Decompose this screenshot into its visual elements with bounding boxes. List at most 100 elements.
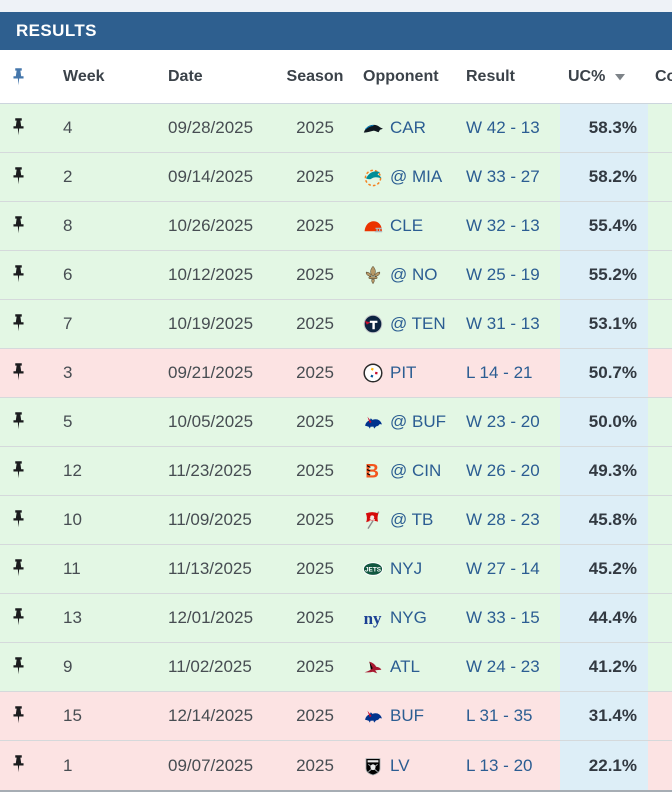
result-link[interactable]: W 42 - 13	[466, 118, 540, 137]
opponent-cell: @ BUF	[357, 398, 460, 446]
result-link[interactable]: W 24 - 23	[466, 657, 540, 676]
result-link[interactable]: W 32 - 13	[466, 216, 540, 235]
week-cell: 10	[63, 510, 82, 529]
uc-value: 41.2%	[560, 643, 648, 691]
pin-button[interactable]	[12, 215, 25, 238]
column-header-week[interactable]: Week	[63, 67, 105, 85]
week-cell: 15	[63, 706, 82, 725]
season-cell: 2025	[296, 216, 334, 235]
pin-button[interactable]	[12, 656, 25, 679]
uc-value: 55.2%	[560, 251, 648, 299]
opponent-link[interactable]: @ CIN	[390, 461, 442, 480]
column-header-co[interactable]: Co	[655, 67, 672, 85]
co-cell	[648, 692, 672, 740]
week-cell: 9	[63, 657, 73, 676]
result-link[interactable]: W 33 - 27	[466, 167, 540, 186]
week-cell: 2	[63, 167, 73, 186]
result-link[interactable]: W 31 - 13	[466, 314, 540, 333]
date-cell: 09/21/2025	[168, 363, 254, 382]
opponent-link[interactable]: LV	[390, 755, 410, 775]
season-cell: 2025	[296, 755, 334, 775]
pin-button[interactable]	[12, 117, 25, 140]
opponent-link[interactable]: CAR	[390, 118, 426, 137]
column-header-opponent[interactable]: Opponent	[363, 67, 439, 85]
table-row: 1 09/07/2025 2025 LV L 13 - 20 22.1%	[0, 741, 672, 790]
uc-value: 50.0%	[560, 398, 648, 446]
co-cell	[648, 349, 672, 397]
pin-button[interactable]	[12, 558, 25, 581]
pin-button[interactable]	[12, 460, 25, 483]
table-row: 15 12/14/2025 2025 BUF L 31 - 35 31.4%	[0, 692, 672, 741]
column-header-date[interactable]: Date	[168, 67, 203, 85]
uc-value: 44.4%	[560, 594, 648, 642]
dolphins-logo	[362, 166, 384, 188]
pin-button[interactable]	[12, 607, 25, 630]
result-link[interactable]: L 31 - 35	[466, 706, 533, 725]
season-cell: 2025	[296, 657, 334, 676]
table-row: 3 09/21/2025 2025 PIT L 14 - 21 50.7%	[0, 349, 672, 398]
saints-logo	[362, 264, 384, 286]
uc-value: 50.7%	[560, 349, 648, 397]
opponent-link[interactable]: @ BUF	[390, 412, 446, 431]
result-link[interactable]: L 14 - 21	[466, 363, 533, 382]
pin-icon	[12, 705, 25, 728]
result-link[interactable]: W 33 - 15	[466, 608, 540, 627]
opponent-link[interactable]: PIT	[390, 363, 417, 382]
pin-icon	[12, 117, 25, 140]
pin-icon	[12, 460, 25, 483]
co-cell	[648, 202, 672, 250]
svg-text:JETS: JETS	[365, 566, 382, 573]
week-cell: 4	[63, 118, 73, 137]
result-link[interactable]: L 13 - 20	[466, 755, 533, 775]
falcons-logo	[362, 656, 384, 678]
pin-button[interactable]	[12, 166, 25, 189]
co-cell	[648, 594, 672, 642]
header-pin-button[interactable]	[0, 50, 46, 103]
opponent-link[interactable]: CLE	[390, 216, 424, 235]
opponent-link[interactable]: NYG	[390, 608, 427, 627]
uc-value: 55.4%	[560, 202, 648, 250]
week-cell: 1	[63, 755, 73, 775]
results-table-body: 4 09/28/2025 2025 CAR W 42 - 13 58.3% 2 09/14/2…	[0, 104, 672, 792]
table-row: 12 11/23/2025 2025 B @ CIN W 26 - 20 49.3%	[0, 447, 672, 496]
pin-button[interactable]	[12, 362, 25, 385]
date-cell: 11/13/2025	[168, 559, 252, 578]
opponent-link[interactable]: @ TB	[390, 510, 434, 529]
column-header-result[interactable]: Result	[466, 67, 515, 85]
pin-icon	[12, 656, 25, 679]
season-cell: 2025	[296, 706, 334, 725]
opponent-link[interactable]: @ NO	[390, 265, 438, 284]
pin-button[interactable]	[12, 705, 25, 728]
pin-button[interactable]	[12, 313, 25, 336]
uc-value: 31.4%	[560, 692, 648, 740]
result-link[interactable]: W 28 - 23	[466, 510, 540, 529]
opponent-link[interactable]: BUF	[390, 706, 424, 725]
opponent-link[interactable]: @ MIA	[390, 167, 443, 186]
pin-icon	[12, 362, 25, 385]
panthers-logo	[362, 117, 384, 139]
result-link[interactable]: W 25 - 19	[466, 265, 540, 284]
opponent-link[interactable]: ATL	[390, 657, 420, 676]
pin-button[interactable]	[12, 411, 25, 434]
column-header-uc[interactable]: UC%	[560, 50, 648, 103]
table-row: 10 11/09/2025 2025 @ TB W 28 - 23 45.8%	[0, 496, 672, 545]
table-row: 9 11/02/2025 2025 ATL W 24 - 23 41.2%	[0, 643, 672, 692]
result-link[interactable]: W 23 - 20	[466, 412, 540, 431]
opponent-link[interactable]: NYJ	[390, 559, 423, 578]
bills-logo	[362, 705, 384, 727]
pin-button[interactable]	[12, 264, 25, 287]
date-cell: 10/26/2025	[168, 216, 254, 235]
result-link[interactable]: W 26 - 20	[466, 461, 540, 480]
pin-button[interactable]	[12, 754, 25, 777]
result-link[interactable]: W 27 - 14	[466, 559, 540, 578]
opponent-link[interactable]: @ TEN	[390, 314, 446, 333]
uc-value: 49.3%	[560, 447, 648, 495]
date-cell: 09/14/2025	[168, 167, 254, 186]
co-cell	[648, 153, 672, 201]
column-header-season[interactable]: Season	[286, 67, 344, 85]
table-header-row: Week Date Season Opponent Result UC% Co	[0, 50, 672, 104]
season-cell: 2025	[296, 412, 334, 431]
pin-button[interactable]	[12, 509, 25, 532]
week-cell: 8	[63, 216, 73, 235]
season-cell: 2025	[296, 461, 334, 480]
